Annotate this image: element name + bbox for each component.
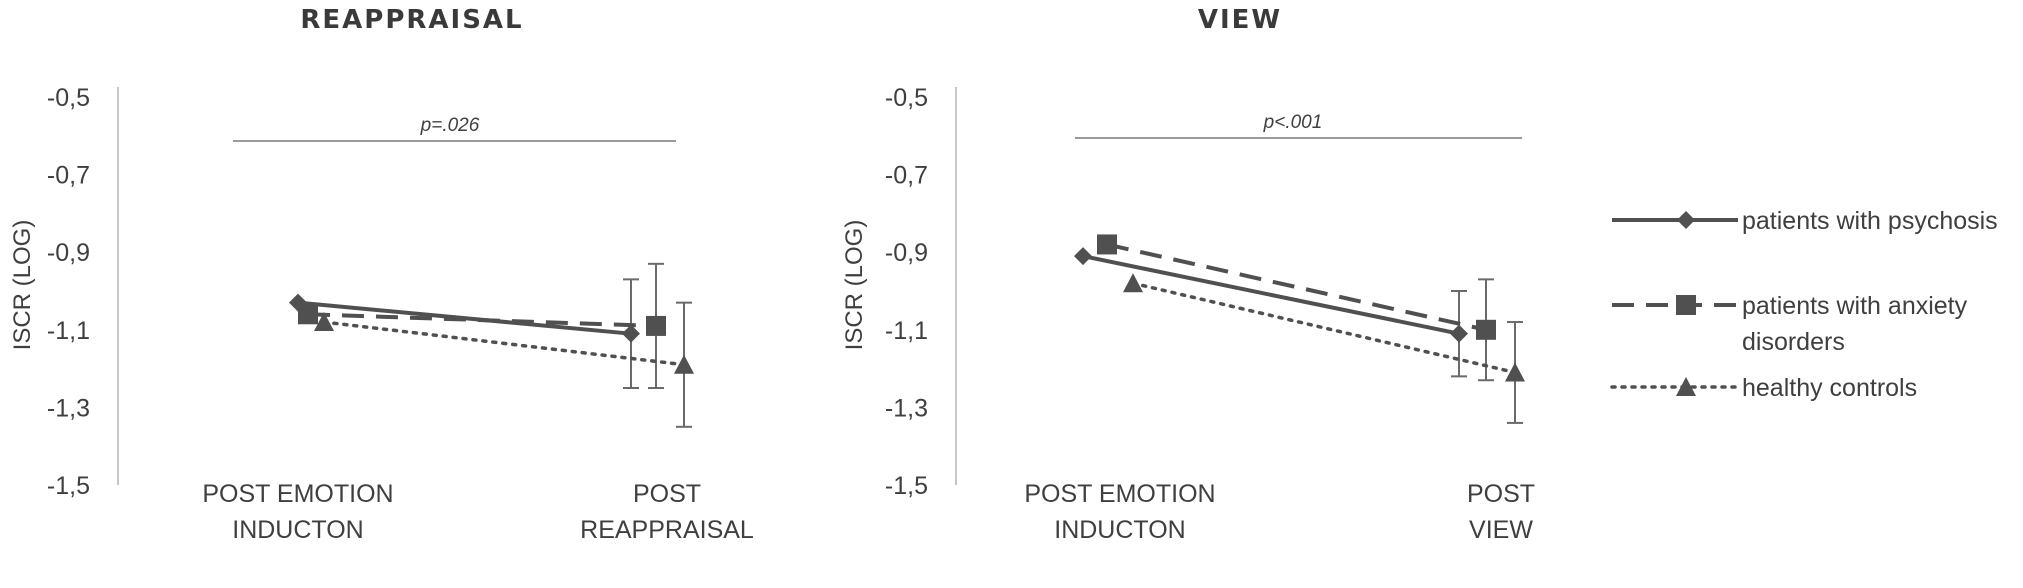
data-point-triangle [314, 312, 334, 332]
p-value-annotation: p=.026 [420, 115, 480, 136]
chart-reappraisal: REAPPRAISAL ISCR (LOG) -0,5-0,7-0,9-1,1-… [9, 5, 754, 544]
data-point-diamond [1450, 324, 1468, 343]
data-point-diamond [622, 324, 640, 343]
chart-view: VIEW ISCR (LOG) -0,5 -0,7 -0,9 -1,1 -1,3 -1,5… [841, 5, 1535, 544]
data-point-square [1097, 234, 1117, 255]
data-point-triangle [1505, 362, 1525, 382]
data-point-triangle [674, 354, 694, 374]
x-category-label: POST EMOTION [1024, 480, 1215, 508]
data-point-square [1476, 319, 1496, 340]
x-category-label: POST EMOTION [202, 480, 393, 508]
legend-marker-triangle [1676, 377, 1696, 396]
series-line [1082, 254, 1460, 336]
legend-label: patients with psychosis [1742, 207, 1998, 235]
y-tick-label: -0,9 [885, 239, 928, 267]
legend-label: disorders [1742, 328, 1845, 356]
chart-title: REAPPRAISAL [300, 5, 523, 35]
y-tick-label: -1,3 [47, 394, 90, 422]
legend: patients with psychosis patients with anx… [1610, 207, 1998, 402]
legend-label: healthy controls [1742, 374, 1917, 402]
y-tick-label: -0,9 [47, 239, 90, 267]
series-line [307, 312, 657, 328]
x-category-label: INDUCTON [232, 516, 363, 544]
chart-title: VIEW [1198, 5, 1282, 35]
x-category-label: INDUCTON [1054, 516, 1185, 544]
legend-marker-diamond [1677, 211, 1695, 229]
data-point-diamond [1074, 247, 1092, 266]
data-point-square [646, 315, 666, 336]
y-tick-label: -1,3 [885, 394, 928, 422]
y-tick-label: -0,7 [47, 162, 90, 190]
chart-marks: -0,5 -0,7 -0,9 -1,1 -1,3 -1,5 POST EMOTION INDU… [47, 84, 754, 544]
y-tick-label: -0,5 [47, 84, 90, 112]
p-value-annotation: p<.001 [1263, 112, 1323, 133]
legend-label: patients with anxiety [1742, 292, 1968, 320]
y-tick-label: -1,1 [885, 317, 928, 345]
y-axis-label: ISCR (LOG) [9, 220, 36, 351]
data-point-square [298, 304, 318, 325]
chart-marks: -0,5 -0,7 -0,9 -1,1 -1,3 -1,5 POST EMOTION INDU… [885, 84, 1535, 544]
series-line [322, 320, 686, 367]
y-tick-label: -0,7 [885, 162, 928, 190]
x-category-label: VIEW [1469, 516, 1533, 544]
data-point-triangle [1123, 273, 1143, 293]
y-tick-label: -1,5 [47, 472, 90, 500]
x-category-label: REAPPRAISAL [580, 516, 754, 544]
y-tick-label: -0,5 [885, 84, 928, 112]
x-category-label: POST [633, 480, 701, 508]
y-axis-label: ISCR (LOG) [841, 220, 868, 351]
series-line [1106, 242, 1487, 332]
y-tick-label: -1,1 [47, 317, 90, 345]
legend-marker-square [1676, 295, 1696, 315]
x-category-label: POST [1467, 480, 1535, 508]
y-tick-label: -1,5 [885, 472, 928, 500]
